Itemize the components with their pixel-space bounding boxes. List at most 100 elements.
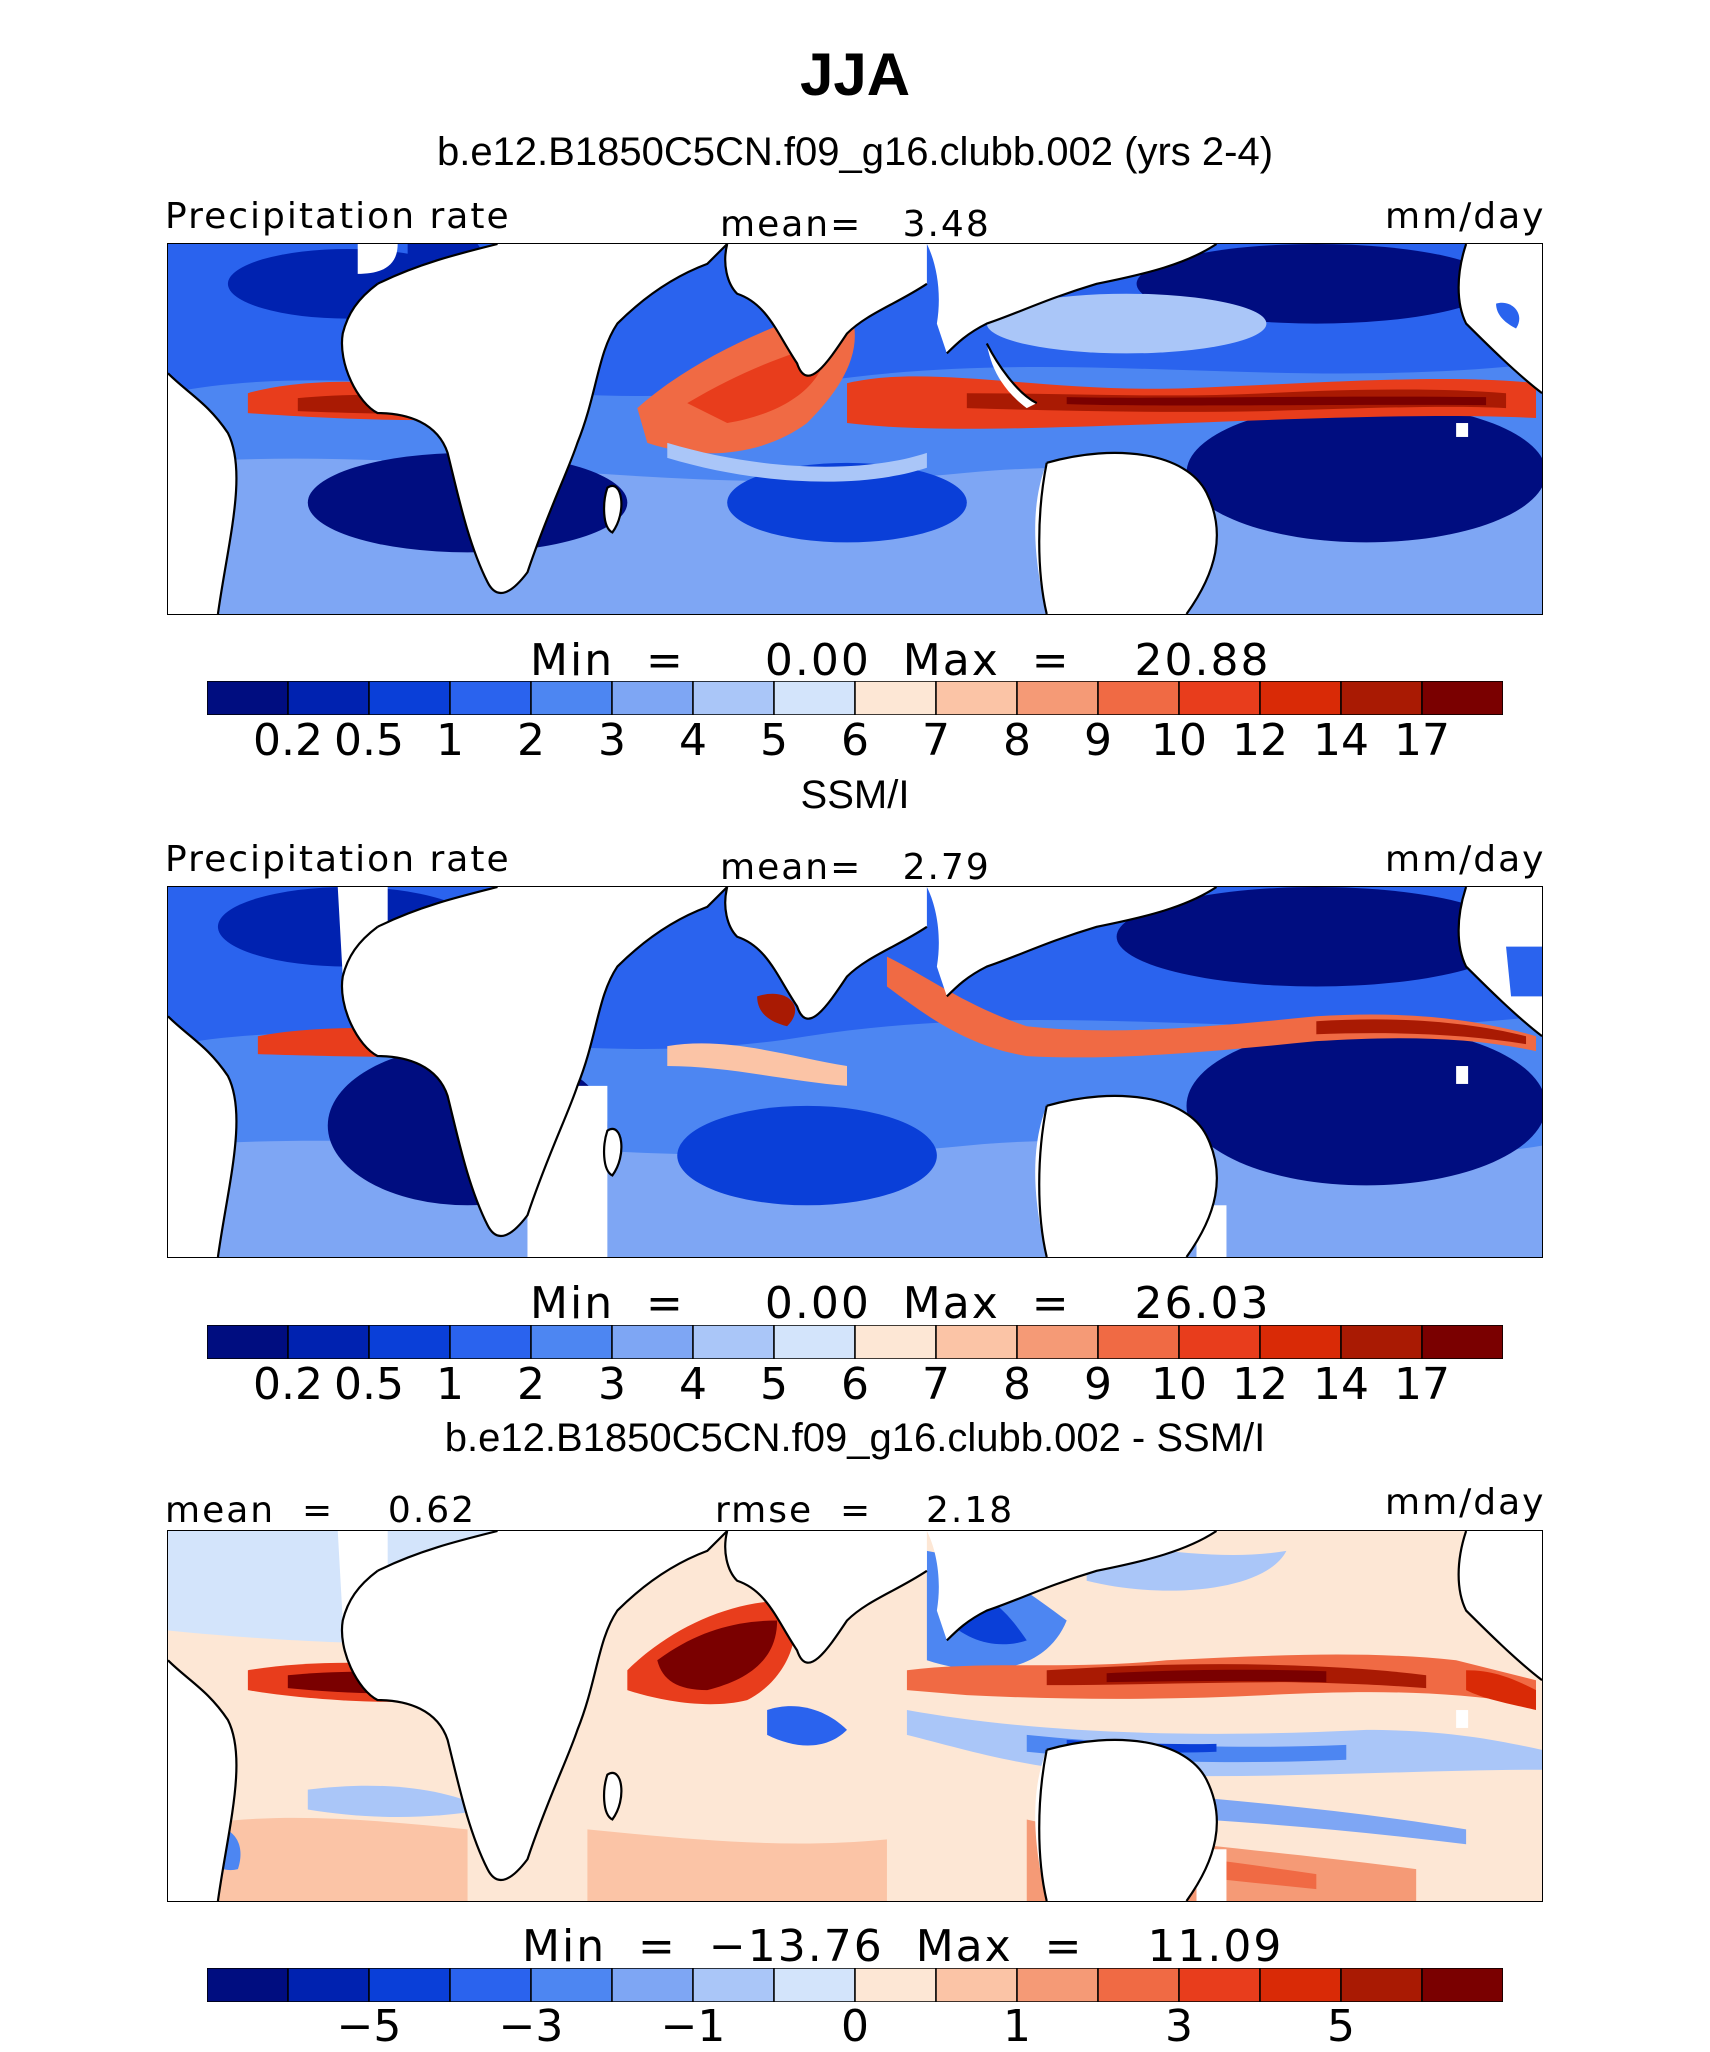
colorbar-swatch <box>611 1325 694 1359</box>
colorbar-swatch <box>1340 681 1423 715</box>
colorbar-swatch <box>1097 1968 1180 2002</box>
colorbar-tick-label: 10 <box>1151 715 1207 766</box>
colorbar-tick-label: 3 <box>598 1359 626 1410</box>
colorbar-swatch <box>1016 681 1099 715</box>
colorbar-tick-label: 1 <box>436 715 464 766</box>
colorbar-tick-label: −5 <box>336 2001 402 2052</box>
panel-1-minmax: Min = 0.00 Max = 20.88 <box>530 635 1271 686</box>
colorbar-tick-label: 12 <box>1232 715 1288 766</box>
colorbar-swatch <box>449 1325 532 1359</box>
colorbar-tick-label: 5 <box>1327 2001 1355 2052</box>
colorbar-tick-label: 12 <box>1232 1359 1288 1410</box>
colorbar-tick-label: −1 <box>660 2001 726 2052</box>
colorbar-swatch <box>1178 681 1261 715</box>
panel-1-variable-label: Precipitation rate <box>165 196 511 237</box>
colorbar-swatch <box>692 1968 775 2002</box>
colorbar-swatch <box>287 1968 370 2002</box>
colorbar-swatch <box>611 681 694 715</box>
colorbar-tick-label: 6 <box>841 1359 869 1410</box>
colorbar-swatch <box>449 681 532 715</box>
colorbar-swatch <box>1259 681 1342 715</box>
colorbar-swatch <box>530 1968 613 2002</box>
colorbar-tick-label: 9 <box>1084 715 1112 766</box>
panel-3-units-label: mm/day <box>1385 1482 1546 1523</box>
colorbar-swatch <box>449 1968 532 2002</box>
colorbar-tick-label: 7 <box>922 1359 950 1410</box>
colorbar-tick-label: 8 <box>1003 1359 1031 1410</box>
colorbar-swatch <box>692 1325 775 1359</box>
colorbar-swatch <box>287 681 370 715</box>
colorbar-swatch <box>1178 1968 1261 2002</box>
colorbar-swatch <box>1016 1325 1099 1359</box>
colorbar-tick-label: 8 <box>1003 715 1031 766</box>
colorbar-swatch <box>1178 1325 1261 1359</box>
colorbar-tick-label: 3 <box>598 715 626 766</box>
colorbar-tick-label: −3 <box>498 2001 564 2052</box>
colorbar-swatch <box>287 1325 370 1359</box>
colorbar-tick-label: 6 <box>841 715 869 766</box>
panel-1-units-label: mm/day <box>1385 196 1546 237</box>
colorbar-swatch <box>1097 681 1180 715</box>
colorbar-tick-label: 17 <box>1394 715 1450 766</box>
colorbar-tick-label: 0 <box>841 2001 869 2052</box>
colorbar-swatch <box>1340 1325 1423 1359</box>
colorbar-swatch <box>1016 1968 1099 2002</box>
colorbar-tick-label: 0.2 <box>253 715 323 766</box>
colorbar-swatch <box>1421 1968 1503 2002</box>
colorbar-swatch <box>1421 681 1503 715</box>
panel-1-map <box>167 243 1543 615</box>
panel-2-colorbar <box>207 1325 1503 1359</box>
panel-2-variable-label: Precipitation rate <box>165 839 511 880</box>
colorbar-tick-label: 0.2 <box>253 1359 323 1410</box>
colorbar-swatch <box>773 681 856 715</box>
colorbar-swatch <box>530 1325 613 1359</box>
colorbar-swatch <box>935 1968 1018 2002</box>
panel-1-mean-label: mean= 3.48 <box>720 204 991 245</box>
panel-3-mean-label: mean = 0.62 <box>165 1490 477 1531</box>
panel-2-map <box>167 886 1543 1258</box>
colorbar-swatch <box>1340 1968 1423 2002</box>
colorbar-tick-label: 4 <box>679 1359 707 1410</box>
colorbar-swatch <box>368 681 451 715</box>
colorbar-tick-label: 5 <box>760 715 788 766</box>
panel-2-colorbar-svg <box>207 1325 1503 1359</box>
colorbar-tick-label: 0.5 <box>334 1359 404 1410</box>
panel-3-colorbar <box>207 1968 1503 2002</box>
colorbar-tick-label: 14 <box>1313 1359 1369 1410</box>
panel-1-colorbar <box>207 681 1503 715</box>
colorbar-tick-label: 1 <box>1003 2001 1031 2052</box>
colorbar-swatch <box>854 1968 937 2002</box>
panel-2-units-label: mm/day <box>1385 839 1546 880</box>
colorbar-tick-label: 17 <box>1394 1359 1450 1410</box>
panel-3-rmse-label: rmse = 2.18 <box>715 1490 1015 1531</box>
panel-1-title: b.e12.B1850C5CN.f09_g16.clubb.002 (yrs 2… <box>436 130 1274 174</box>
panel-2-title: SSM/I <box>800 773 910 817</box>
panel-2-map-svg <box>168 887 1542 1257</box>
colorbar-swatch <box>1421 1325 1503 1359</box>
colorbar-tick-label: 5 <box>760 1359 788 1410</box>
colorbar-tick-label: 1 <box>436 1359 464 1410</box>
colorbar-swatch <box>935 681 1018 715</box>
colorbar-tick-label: 4 <box>679 715 707 766</box>
colorbar-tick-label: 2 <box>517 1359 545 1410</box>
panel-3-minmax: Min = −13.76 Max = 11.09 <box>522 1921 1284 1972</box>
colorbar-swatch <box>530 681 613 715</box>
colorbar-tick-label: 0.5 <box>334 715 404 766</box>
main-title: JJA <box>799 41 911 108</box>
colorbar-tick-label: 7 <box>922 715 950 766</box>
panel-3-colorbar-svg <box>207 1968 1503 2002</box>
colorbar-swatch <box>368 1968 451 2002</box>
colorbar-swatch <box>854 1325 937 1359</box>
colorbar-swatch <box>207 1968 289 2002</box>
colorbar-swatch <box>773 1325 856 1359</box>
panel-3-map-svg <box>168 1531 1542 1901</box>
panel-2-mean-label: mean= 2.79 <box>720 847 991 888</box>
colorbar-swatch <box>773 1968 856 2002</box>
colorbar-swatch <box>368 1325 451 1359</box>
colorbar-swatch <box>1097 1325 1180 1359</box>
colorbar-swatch <box>611 1968 694 2002</box>
panel-3-map <box>167 1530 1543 1902</box>
colorbar-tick-label: 10 <box>1151 1359 1207 1410</box>
panel-2-minmax: Min = 0.00 Max = 26.03 <box>530 1278 1271 1329</box>
colorbar-tick-label: 2 <box>517 715 545 766</box>
